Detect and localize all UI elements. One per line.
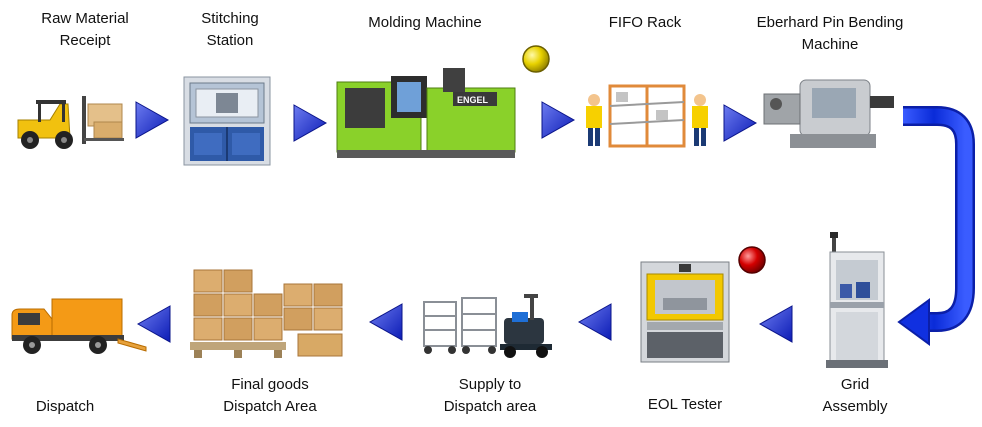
label-stitching-station: Stitching Station — [201, 10, 259, 49]
molding-machine-icon: ENGEL — [336, 68, 516, 158]
grid-assembly-station-icon — [826, 232, 888, 368]
flow-arrow-left-1 — [758, 305, 793, 343]
label-molding-machine: Molding Machine — [368, 14, 482, 31]
label-final-goods-dispatch: Final goods Dispatch Area — [223, 376, 317, 415]
label-grid-assembly: Grid Assembly — [822, 376, 888, 415]
label-supply-to-dispatch: Supply to Dispatch area — [443, 376, 537, 415]
flow-arrow-right-2 — [293, 104, 328, 142]
connector-curved-arrow — [897, 106, 975, 346]
yellow-status-light-icon — [522, 45, 550, 73]
label-eol-tester: EOL Tester — [647, 396, 723, 413]
stacked-boxes-pallet-icon — [190, 269, 343, 358]
flow-arrow-left-3 — [368, 303, 403, 341]
flow-arrow-right-4 — [723, 104, 758, 142]
label-fifo-rack: FIFO Rack — [608, 14, 682, 31]
label-pin-bending-machine: Eberhard Pin Bending Machine — [756, 14, 904, 53]
forklift-icon — [17, 96, 124, 149]
red-status-light-icon — [738, 246, 766, 274]
label-dispatch: Dispatch — [35, 398, 95, 415]
flow-arrow-right-1 — [135, 101, 170, 139]
pin-bending-machine-icon — [763, 79, 894, 148]
label-raw-material-receipt: Raw Material Receipt — [41, 10, 129, 49]
eol-tester-icon — [640, 261, 730, 363]
flow-arrow-left-4 — [136, 305, 171, 343]
trolley-and-tugger-icon — [423, 294, 552, 358]
flow-arrow-right-3 — [541, 101, 576, 139]
flow-arrow-left-2 — [577, 303, 612, 341]
machine-brand-label: ENGEL — [457, 95, 489, 105]
fifo-rack-icon — [586, 84, 708, 148]
stitching-station-icon — [183, 76, 271, 166]
delivery-truck-icon — [11, 298, 147, 354]
